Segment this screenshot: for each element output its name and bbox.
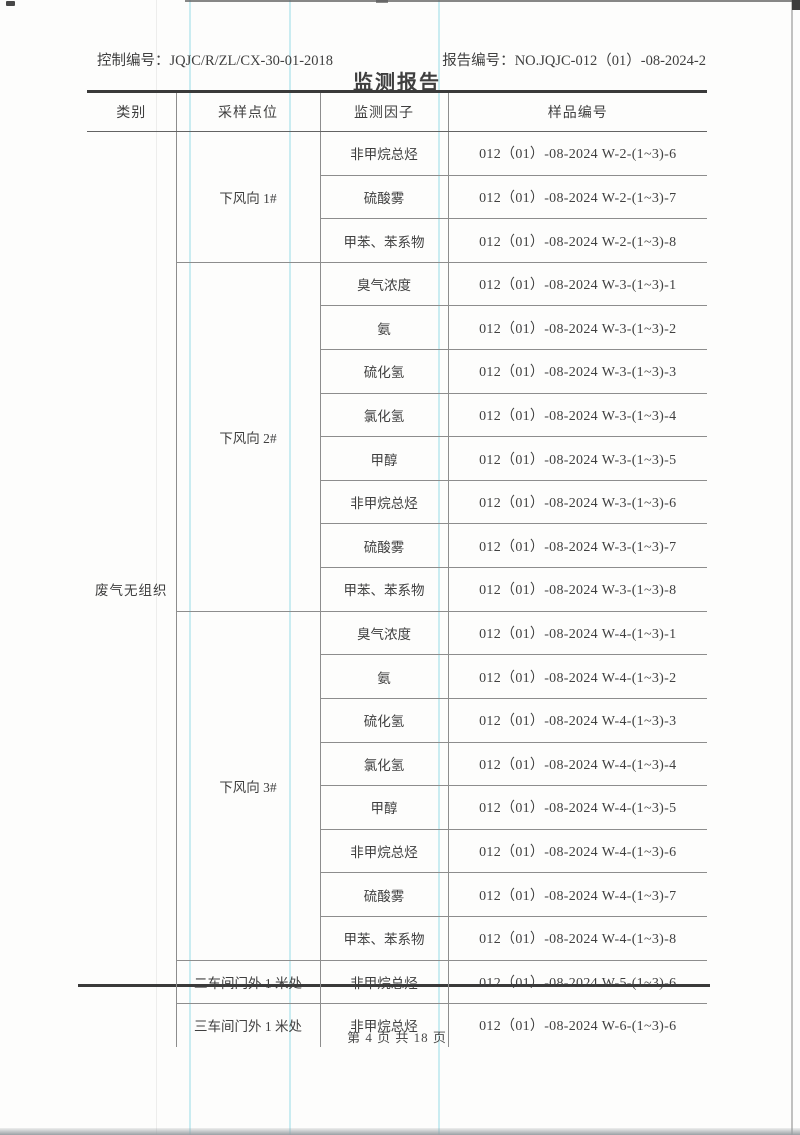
sampling-point-cell: 三车间门外 1 米处 — [175, 1003, 320, 1047]
sample-id-cell: 012（01）-08-2024 W-4-(1~3)-5 — [447, 785, 707, 830]
table-row: 废气无组织 下风向 1# 非甲烷总烃 012（01）-08-2024 W-2-(1~3… — [87, 131, 707, 598]
factor-cell: 甲醇 — [319, 785, 448, 830]
table-header-row: 类别 采样点位 监测因子 样品编号 — [87, 93, 707, 132]
sample-id-cell: 012（01）-08-2024 W-2-(1~3)-6 — [447, 131, 707, 176]
factor-cell: 氨 — [319, 654, 448, 699]
sample-id-cell: 012（01）-08-2024 W-4-(1~3)-1 — [447, 610, 707, 655]
table-row: 硫化氢 012（01）-08-2024 W-3-(1~3)-3 — [87, 349, 707, 394]
page-number: 第 4 页 共 18 页 — [347, 1030, 447, 1045]
sample-id-cell: 012（01）-08-2024 W-6-(1~3)-6 — [447, 1003, 707, 1047]
table-row: 非甲烷总烃 012（01）-08-2024 W-3-(1~3)-6 — [87, 479, 707, 524]
table-row: 氨 012（01）-08-2024 W-4-(1~3)-2 — [87, 654, 707, 699]
table-row: 氯化氢 012（01）-08-2024 W-4-(1~3)-4 — [87, 741, 707, 786]
sample-id-cell: 012（01）-08-2024 W-3-(1~3)-6 — [447, 479, 707, 524]
header-monitoring-factor: 监测因子 — [319, 93, 448, 132]
factor-cell: 非甲烷总烃 — [319, 131, 448, 176]
factor-cell: 臭气浓度 — [319, 610, 448, 655]
scan-speck — [376, 0, 388, 3]
factor-cell: 氯化氢 — [319, 741, 448, 786]
sampling-point-cell: 二车间门外 1 米处 — [175, 959, 320, 1004]
control-number-line: 控制编号：JQJC/R/ZL/CX-30-01-2018 — [97, 49, 333, 70]
factor-cell: 臭气浓度 — [319, 261, 448, 306]
table-row: 甲苯、苯系物 012（01）-08-2024 W-2-(1~3)-8 — [87, 218, 707, 263]
sample-id-cell: 012（01）-08-2024 W-3-(1~3)-5 — [447, 436, 707, 481]
factor-cell: 非甲烷总烃 — [319, 828, 448, 873]
table-row: 硫酸雾 012（01）-08-2024 W-3-(1~3)-7 — [87, 523, 707, 568]
sample-id-cell: 012（01）-08-2024 W-3-(1~3)-3 — [447, 349, 707, 394]
table-row: 硫化氢 012（01）-08-2024 W-4-(1~3)-3 — [87, 697, 707, 743]
sample-id-cell: 012（01）-08-2024 W-3-(1~3)-2 — [447, 305, 707, 350]
scan-speck — [6, 1, 15, 6]
sample-id-cell: 012（01）-08-2024 W-3-(1~3)-7 — [447, 523, 707, 568]
sampling-point-cell: 下风向 3# — [175, 610, 320, 961]
table-row: 氯化氢 012（01）-08-2024 W-3-(1~3)-4 — [87, 392, 707, 437]
sample-id-cell: 012（01）-08-2024 W-4-(1~3)-6 — [447, 828, 707, 873]
category-cell: 废气无组织 — [95, 583, 168, 599]
factor-cell: 硫化氢 — [319, 349, 448, 394]
factor-cell: 甲苯、苯系物 — [319, 218, 448, 263]
header-sample-id: 样品编号 — [447, 93, 707, 132]
scan-bottom-shadow — [0, 1128, 800, 1135]
table-row: 硫酸雾 012（01）-08-2024 W-2-(1~3)-7 — [87, 174, 707, 219]
sample-id-cell: 012（01）-08-2024 W-3-(1~3)-1 — [447, 261, 707, 306]
table-row: 三车间门外 1 米处 非甲烷总烃 012（01）-08-2024 W-6-(1~3)… — [87, 1003, 707, 1047]
table-row: 甲苯、苯系物 012（01）-08-2024 W-4-(1~3)-8 — [87, 915, 707, 961]
factor-cell: 甲苯、苯系物 — [319, 567, 448, 612]
report-number-value: NO.JQJC-012（01）-08-2024-2 — [514, 53, 706, 69]
table-row: 二车间门外 1 米处 非甲烷总烃 012（01）-08-2024 W-5-(1~3)… — [87, 959, 707, 1004]
factor-cell: 非甲烷总烃 — [319, 479, 448, 524]
report-number-label: 报告编号： — [442, 53, 515, 69]
sample-id-cell: 012（01）-08-2024 W-4-(1~3)-7 — [447, 872, 707, 917]
factor-cell: 非甲烷总烃 — [319, 959, 448, 1004]
table-row: 甲醇 012（01）-08-2024 W-3-(1~3)-5 — [87, 436, 707, 481]
page-edge-shadow — [791, 0, 793, 1135]
sample-id-cell: 012（01）-08-2024 W-5-(1~3)-6 — [447, 959, 707, 1004]
table-row: 氨 012（01）-08-2024 W-3-(1~3)-2 — [87, 305, 707, 350]
table-row: 硫酸雾 012（01）-08-2024 W-4-(1~3)-7 — [87, 872, 707, 917]
sample-id-cell: 012（01）-08-2024 W-3-(1~3)-8 — [447, 567, 707, 612]
sample-id-cell: 012（01）-08-2024 W-2-(1~3)-8 — [447, 218, 707, 263]
document-title: 监测报告 — [353, 72, 441, 94]
table-top-rule — [87, 90, 707, 93]
factor-cell: 硫酸雾 — [319, 523, 448, 568]
control-number-label: 控制编号： — [97, 53, 170, 69]
report-number-line: 报告编号：NO.JQJC-012（01）-08-2024-2 — [442, 49, 706, 70]
sampling-point-cell: 下风向 2# — [175, 261, 320, 612]
sample-id-cell: 012（01）-08-2024 W-4-(1~3)-4 — [447, 741, 707, 786]
sample-id-cell: 012（01）-08-2024 W-4-(1~3)-3 — [447, 697, 707, 743]
factor-cell: 氨 — [319, 305, 448, 350]
factor-cell: 甲醇 — [319, 436, 448, 481]
table-row: 下风向 2# 臭气浓度 012（01）-08-2024 W-3-(1~3)-1 — [87, 261, 707, 612]
factor-cell: 甲苯、苯系物 — [319, 915, 448, 961]
sample-id-cell: 012（01）-08-2024 W-4-(1~3)-8 — [447, 915, 707, 961]
scan-top-edge — [185, 0, 800, 2]
scan-fold-line — [156, 0, 157, 1135]
factor-cell: 硫酸雾 — [319, 872, 448, 917]
factor-cell: 非甲烷总烃 — [319, 1003, 448, 1047]
factor-cell: 氯化氢 — [319, 392, 448, 437]
scan-speck — [792, 0, 800, 10]
header-category: 类别 — [87, 93, 176, 132]
table-row: 非甲烷总烃 012（01）-08-2024 W-4-(1~3)-6 — [87, 828, 707, 873]
factor-cell: 硫酸雾 — [319, 174, 448, 219]
table-row: 甲苯、苯系物 012（01）-08-2024 W-3-(1~3)-8 — [87, 567, 707, 612]
monitoring-table: 类别 采样点位 监测因子 样品编号 废气无组织 下风向 1# 非甲烷总烃 012（01… — [87, 93, 707, 1047]
control-number-value: JQJC/R/ZL/CX-30-01-2018 — [169, 53, 334, 69]
table-row: 甲醇 012（01）-08-2024 W-4-(1~3)-5 — [87, 785, 707, 830]
sample-id-cell: 012（01）-08-2024 W-4-(1~3)-2 — [447, 654, 707, 699]
factor-cell: 硫化氢 — [319, 697, 448, 743]
header-sampling-point: 采样点位 — [175, 93, 320, 132]
sample-id-cell: 012（01）-08-2024 W-3-(1~3)-4 — [447, 392, 707, 437]
sampling-point-cell: 下风向 1# — [175, 131, 320, 263]
sample-id-cell: 012（01）-08-2024 W-2-(1~3)-7 — [447, 174, 707, 219]
table-row: 下风向 3# 臭气浓度 012（01）-08-2024 W-4-(1~3)-1 — [87, 610, 707, 961]
